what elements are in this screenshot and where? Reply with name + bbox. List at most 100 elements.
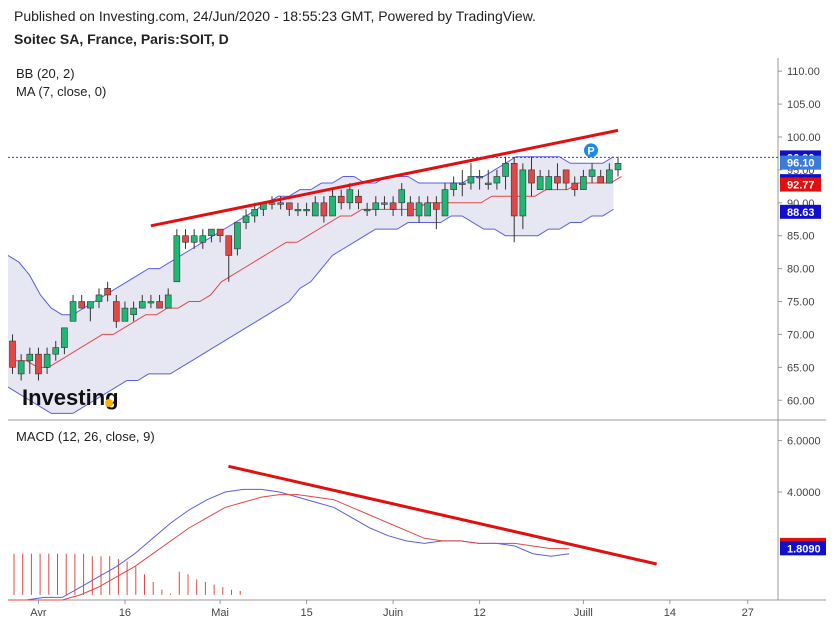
price-tick-label: 80.00 [787, 264, 815, 276]
candle-body [242, 215, 250, 223]
candle-body [614, 163, 622, 171]
candle-body [588, 169, 596, 177]
candle-body [182, 235, 189, 243]
candle-body [87, 301, 94, 309]
macd-tick-label: 4.0000 [787, 487, 821, 499]
candle-body [294, 209, 302, 212]
time-tick-label: 14 [664, 607, 676, 619]
chart-header: Published on Investing.com, 24/Jun/2020 … [14, 8, 536, 47]
candle-body [562, 169, 570, 184]
price-tick-label: 70.00 [787, 329, 815, 341]
candle-body [69, 301, 77, 322]
time-tick-label: 12 [473, 607, 485, 619]
candle-body [199, 235, 207, 243]
candle-body [61, 327, 68, 348]
candle-body [424, 202, 432, 217]
candle-body [113, 301, 120, 322]
candle-body [484, 182, 492, 185]
candle-body [606, 169, 613, 184]
candle-body [173, 235, 181, 283]
candle-body [164, 294, 172, 309]
time-tick-label: 15 [300, 607, 312, 619]
candle-body [433, 202, 440, 210]
candle-body [337, 195, 345, 204]
price-badge-bg [780, 204, 821, 219]
candle-body [329, 195, 336, 217]
candle-body [580, 176, 587, 190]
candle-body [536, 176, 544, 190]
candle-body [493, 176, 501, 184]
time-tick-label: Avr [30, 607, 47, 619]
price-tick-label: 105.00 [787, 99, 821, 111]
candle-body [52, 347, 60, 355]
time-tick-label: Juin [383, 607, 403, 619]
macd-badge: 1.8090 [787, 543, 821, 555]
signal-line [8, 494, 570, 601]
candle-body [147, 301, 155, 304]
macd-indicator-label: MACD (12, 26, close, 9) [16, 429, 155, 444]
ma-indicator-label: MA (7, close, 0) [16, 84, 106, 99]
price-tick-label: 75.00 [787, 297, 815, 309]
p-marker-label: P [587, 145, 594, 157]
candle-body [571, 182, 579, 190]
candle-body [458, 182, 466, 185]
watermark-dot-icon [105, 399, 113, 407]
candle-body [190, 235, 198, 243]
candle-body [346, 189, 354, 204]
candle-body [415, 202, 423, 217]
time-tick-label: 27 [742, 607, 754, 619]
price-tick-label: 60.00 [787, 395, 815, 407]
candle-body [208, 228, 215, 237]
candle-body [9, 340, 16, 368]
time-tick-label: 16 [119, 607, 131, 619]
candle-body [554, 176, 561, 184]
candle-body [138, 301, 146, 309]
candle-body [121, 307, 129, 322]
time-tick-label: Juill [574, 607, 593, 619]
macd-tick-label: 6.0000 [787, 436, 821, 448]
macd-trendline [228, 464, 657, 566]
macd-badge-bg [780, 541, 826, 556]
price-badge: 96.10 [787, 158, 815, 170]
candle-body [285, 202, 293, 210]
candle-body [363, 209, 371, 212]
candle-body [225, 235, 233, 256]
candle-body [528, 169, 535, 184]
candle-body [277, 202, 284, 205]
candle-body [311, 202, 319, 217]
candle-body [35, 353, 42, 375]
bb-fill-area [8, 156, 614, 414]
price-badge-bg [780, 155, 821, 170]
price-tick-label: 65.00 [787, 362, 815, 374]
candle-body [26, 353, 34, 362]
price-tick-label: 110.00 [787, 66, 820, 78]
candle-body [381, 202, 388, 205]
candle-body [441, 189, 449, 217]
candle-body [17, 360, 25, 375]
candle-body [156, 301, 163, 309]
symbol-title: Soitec SA, France, Paris:SOIT, D [14, 31, 229, 47]
candle-body [510, 163, 518, 217]
bb-lower-line [7, 208, 614, 414]
price-badge: 88.63 [787, 207, 815, 219]
candle-body [303, 209, 310, 212]
published-line: Published on Investing.com, 24/Jun/2020 … [14, 8, 536, 24]
price-trendline [150, 128, 619, 228]
candle-body [467, 176, 475, 184]
candle-body [389, 202, 397, 210]
price-tick-label: 85.00 [787, 231, 815, 243]
candle-body [268, 202, 276, 205]
candle-body [78, 301, 85, 309]
candle-body [502, 163, 509, 177]
candle-body [251, 209, 258, 217]
price-tick-label: 100.00 [787, 132, 821, 144]
bb-indicator-label: BB (20, 2) [16, 66, 75, 81]
candle-body [104, 288, 111, 296]
candle-body [519, 169, 527, 217]
candle-body [476, 176, 483, 179]
candle-body [320, 202, 328, 217]
candle-body [216, 228, 224, 237]
candle-body [95, 294, 103, 302]
price-badge-bg [780, 177, 821, 192]
